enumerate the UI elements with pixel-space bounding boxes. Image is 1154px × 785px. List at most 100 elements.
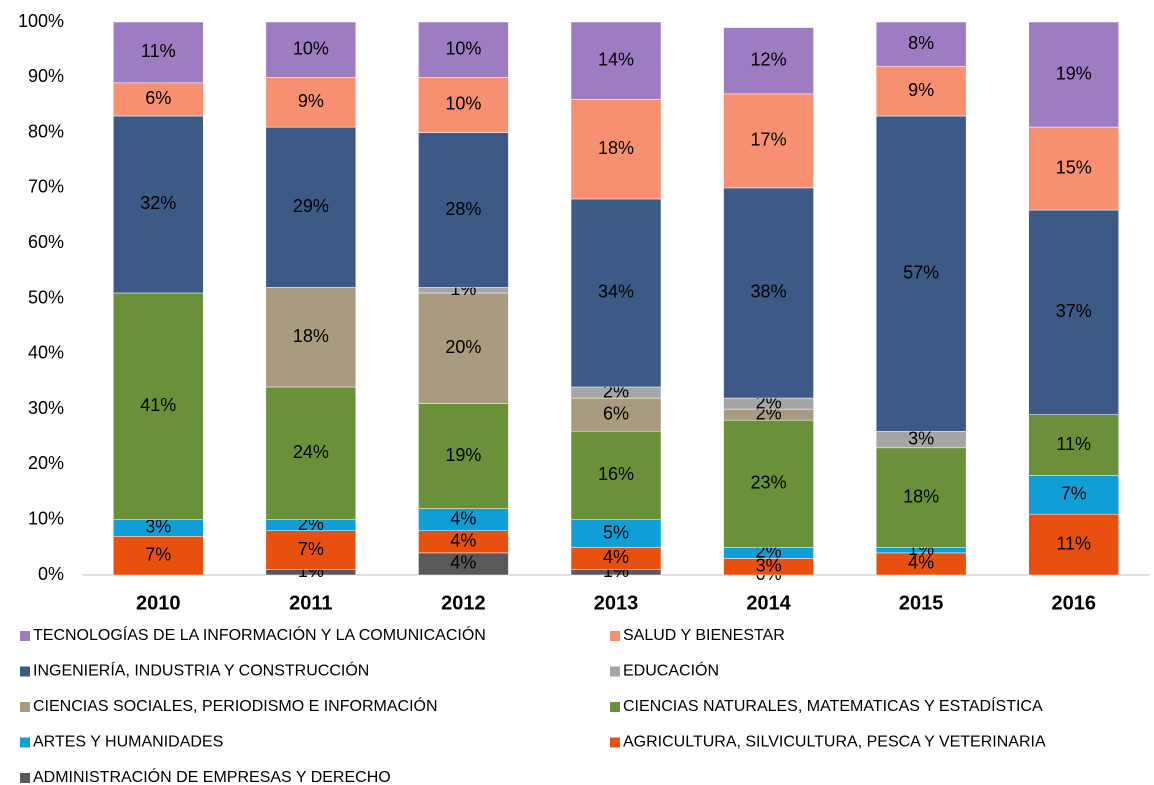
bar-segment: [1028, 513, 1119, 576]
bar-segment: [418, 21, 509, 78]
data-label: 4%: [450, 531, 476, 551]
bar-segment: [265, 530, 357, 570]
data-label: 23%: [751, 473, 787, 493]
y-tick-label: 70%: [28, 177, 64, 197]
data-label: 9%: [298, 91, 324, 111]
data-label: 10%: [445, 94, 481, 114]
data-label: 12%: [751, 49, 787, 69]
legend-swatch: [610, 666, 620, 677]
legend-label: AGRICULTURA, SILVICULTURA, PESCA Y VETER…: [623, 734, 1046, 751]
data-label: 16%: [598, 464, 634, 484]
bar-segment: [418, 403, 509, 509]
data-label: 4%: [603, 547, 629, 567]
bar-segment: [570, 21, 662, 100]
bar-segment: [113, 21, 204, 84]
legend-swatch: [20, 737, 30, 748]
bar-segment: [723, 27, 814, 95]
data-label: 24%: [293, 442, 329, 462]
data-label: 9%: [908, 80, 934, 100]
y-tick-label: 20%: [28, 453, 64, 473]
legend-label: ARTES Y HUMANIDADES: [33, 734, 223, 751]
data-label: 18%: [598, 138, 634, 158]
data-label: 38%: [751, 282, 787, 302]
bar-segment: [1028, 475, 1119, 515]
data-label: 28%: [445, 199, 481, 219]
data-label: 3%: [145, 517, 171, 537]
legend-swatch: [20, 631, 30, 641]
bar-segment: [1028, 21, 1119, 128]
legend-swatch: [20, 773, 30, 783]
data-label: 4%: [908, 553, 934, 573]
data-label: 6%: [145, 88, 171, 108]
data-label: 4%: [450, 553, 476, 573]
x-tick-label: 2010: [136, 592, 181, 614]
data-label: 6%: [603, 403, 629, 423]
y-tick-label: 100%: [18, 11, 64, 31]
data-label: 57%: [903, 262, 939, 282]
data-label: 8%: [908, 33, 934, 53]
y-tick-label: 30%: [28, 398, 64, 418]
y-tick-label: 80%: [28, 121, 64, 141]
bar-segment: [570, 99, 662, 200]
x-tick-label: 2013: [594, 592, 639, 614]
bar-segment: [723, 187, 814, 399]
bar-segment: [875, 65, 967, 117]
bar-segment: [418, 292, 509, 404]
data-label: 18%: [903, 486, 939, 506]
legend-label: INGENIERÍA, INDUSTRIA Y CONSTRUCCIÓN: [33, 661, 369, 680]
x-tick-label: 2012: [441, 592, 486, 614]
data-label: 29%: [293, 196, 329, 216]
legend-label: SALUD Y BIENESTAR: [623, 627, 785, 644]
bar-segment: [875, 447, 967, 548]
data-label: 4%: [450, 508, 476, 528]
y-tick-label: 50%: [28, 287, 64, 307]
bar-segment: [570, 430, 662, 520]
data-label: 7%: [145, 544, 171, 564]
data-label: 3%: [756, 555, 782, 575]
data-label: 41%: [140, 395, 176, 415]
bar-segment: [723, 419, 814, 548]
data-label: 20%: [445, 337, 481, 357]
legend-label: CIENCIAS SOCIALES, PERIODISMO E INFORMAC…: [33, 696, 438, 715]
data-label: 17%: [751, 130, 787, 150]
data-label: 10%: [445, 38, 481, 58]
bar-segment: [265, 126, 357, 288]
legend-swatch: [610, 737, 620, 748]
data-label: 10%: [293, 38, 329, 58]
bar-segment: [570, 397, 662, 432]
y-tick-label: 90%: [28, 66, 64, 86]
x-tick-label: 2014: [746, 592, 791, 614]
bar-segment: [265, 21, 357, 78]
bar-segment: [875, 21, 967, 67]
data-label: 37%: [1056, 301, 1092, 321]
bar-segment: [1028, 414, 1119, 476]
data-label: 18%: [293, 326, 329, 346]
bar-segment: [265, 386, 357, 520]
bar-segment: [418, 77, 509, 133]
legend-label: ADMINISTRACIÓN DE EMPRESAS Y DERECHO: [33, 767, 391, 785]
y-tick-label: 40%: [28, 343, 64, 363]
data-label: 7%: [1061, 484, 1087, 504]
data-label: 19%: [1056, 63, 1092, 83]
bar-segment: [113, 115, 204, 294]
data-label: 11%: [141, 41, 176, 61]
y-tick-label: 10%: [28, 508, 64, 528]
legend-swatch: [20, 666, 30, 677]
legend-label: CIENCIAS NATURALES, MATEMATICAS Y ESTADÍ…: [623, 696, 1043, 715]
legend-swatch: [20, 702, 30, 712]
data-label: 34%: [598, 282, 634, 302]
data-label: 11%: [1056, 434, 1091, 454]
legend-label: EDUCACIÓN: [623, 661, 719, 680]
bar-segment: [1028, 126, 1119, 211]
bar-segment: [570, 198, 662, 388]
x-tick-label: 2011: [289, 592, 332, 614]
x-tick-label: 2016: [1051, 592, 1096, 614]
y-tick-label: 0%: [38, 564, 64, 584]
legend-swatch: [610, 631, 620, 641]
data-label: 15%: [1056, 157, 1092, 177]
data-label: 32%: [140, 193, 176, 213]
data-label: 7%: [298, 539, 324, 559]
legend-swatch: [610, 702, 620, 712]
data-label: 3%: [908, 428, 934, 448]
